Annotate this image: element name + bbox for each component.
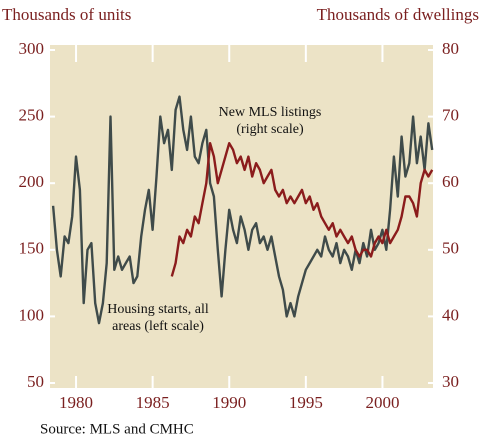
y2-tick-label: 50 <box>442 239 459 258</box>
y2-tick-label: 60 <box>442 172 459 191</box>
x-tick-label: 1990 <box>212 393 246 412</box>
y-tick-label: 200 <box>19 172 45 191</box>
y-axis-label: Thousands of units <box>2 5 131 24</box>
y2-tick-label: 70 <box>442 106 459 125</box>
y-tick-label: 250 <box>19 106 45 125</box>
series-line <box>170 142 434 277</box>
series-annotation: (right scale) <box>236 122 304 137</box>
series-annotation: Housing starts, all <box>107 302 209 317</box>
y2-tick-label: 40 <box>442 305 459 324</box>
x-tick-label: 1980 <box>59 393 93 412</box>
y-tick-label: 300 <box>19 39 45 58</box>
source: Source: MLS and CMHC <box>40 421 194 437</box>
y2-tick-label: 30 <box>442 372 459 391</box>
series-annotation: New MLS listings <box>219 105 322 120</box>
series-line <box>51 95 434 325</box>
x-tick-label: 1995 <box>289 393 323 412</box>
series-annotation: areas (left scale) <box>112 319 204 334</box>
y2-tick-label: 80 <box>442 39 459 58</box>
x-tick-label: 1985 <box>136 393 170 412</box>
y2-axis-label: Thousands of dwellings <box>317 5 479 24</box>
x-tick-label: 2000 <box>365 393 399 412</box>
y-tick-label: 150 <box>19 239 45 258</box>
y-tick-label: 100 <box>19 305 45 324</box>
y-tick-label: 50 <box>27 372 44 391</box>
